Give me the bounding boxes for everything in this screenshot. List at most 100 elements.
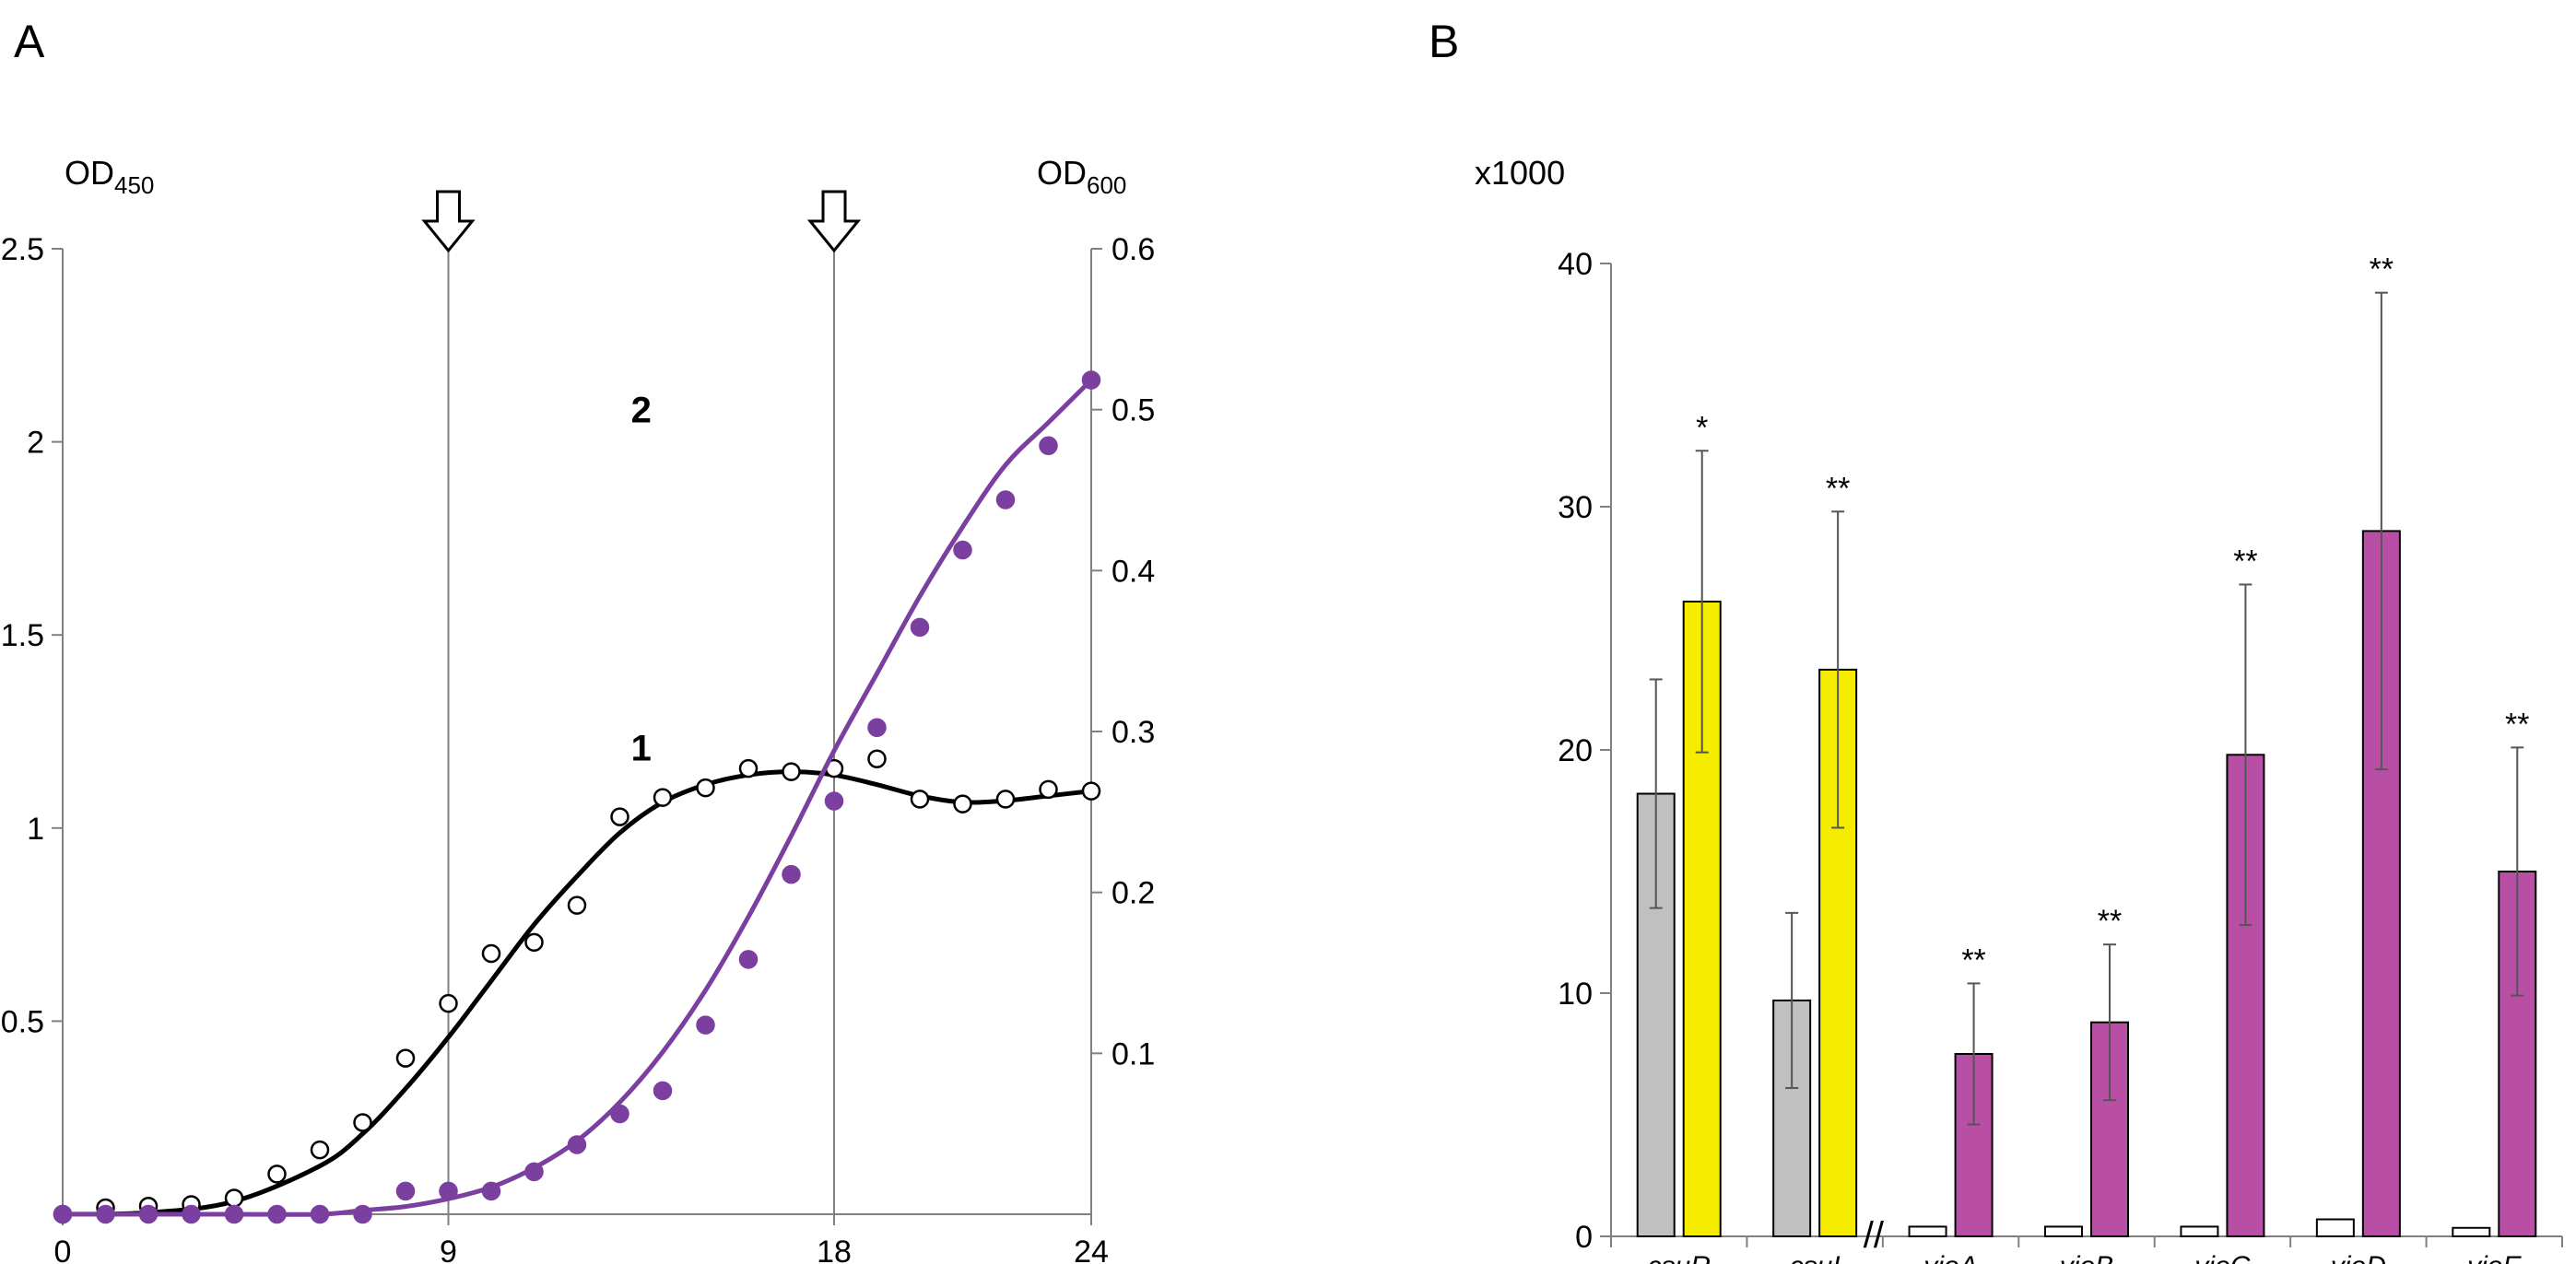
data-point-1 xyxy=(1081,781,1101,801)
data-point-1 xyxy=(953,794,972,813)
data-point-1 xyxy=(310,1140,330,1160)
data-point-2 xyxy=(138,1204,159,1224)
data-point-2 xyxy=(224,1204,244,1224)
panel-label-a: A xyxy=(14,16,45,67)
data-point-1 xyxy=(653,788,673,807)
data-point-2 xyxy=(653,1081,673,1101)
data-point-2 xyxy=(867,718,887,738)
curve-label-1: 1 xyxy=(631,728,652,768)
left-tick-label: 1 xyxy=(27,812,44,847)
data-point-2 xyxy=(910,617,930,638)
data-point-1 xyxy=(224,1188,244,1208)
significance-label: ** xyxy=(2370,252,2394,287)
category-label: vioC xyxy=(2194,1251,2250,1264)
data-point-2 xyxy=(310,1204,330,1224)
control-bar-vioA xyxy=(1908,1225,1947,1237)
data-point-2 xyxy=(610,1104,629,1124)
axis-break-mark: // xyxy=(1864,1215,1885,1256)
significance-label: ** xyxy=(2505,707,2529,742)
data-point-1 xyxy=(910,790,930,809)
right-tick-label: 0.1 xyxy=(1112,1036,1155,1071)
data-point-1 xyxy=(738,758,759,778)
data-point-2 xyxy=(1039,436,1058,456)
data-point-1 xyxy=(524,932,544,953)
data-point-1 xyxy=(267,1165,287,1184)
data-point-2 xyxy=(696,1015,715,1035)
x-tick-label: 24 xyxy=(1074,1235,1109,1264)
data-point-2 xyxy=(995,490,1016,509)
data-point-1 xyxy=(353,1113,372,1132)
data-point-2 xyxy=(738,950,759,969)
data-point-2 xyxy=(53,1204,73,1224)
data-point-2 xyxy=(524,1162,544,1182)
data-point-1 xyxy=(696,778,715,798)
data-point-2 xyxy=(439,1181,458,1201)
expression-bar-chart: x1000 0 10 20 30 40 * csuR ** csuI ** vioA ** vioB **… xyxy=(1475,154,2563,1264)
left-axis-title: OD450 xyxy=(65,154,154,199)
bar-ylabel: x1000 xyxy=(1475,154,1565,192)
left-tick-label: 0.5 xyxy=(1,1004,44,1039)
fit-curve-2 xyxy=(62,378,1093,1217)
bar-y-tick-label: 10 xyxy=(1558,977,1593,1012)
category-label: csuR xyxy=(1648,1251,1711,1264)
data-point-2 xyxy=(96,1204,115,1224)
bar-y-tick-label: 30 xyxy=(1558,490,1593,525)
left-tick-label: 1.5 xyxy=(1,618,44,653)
category-label: csuI xyxy=(1790,1251,1841,1264)
data-point-2 xyxy=(782,864,801,884)
significance-label: ** xyxy=(1961,942,1985,977)
data-point-2 xyxy=(1081,370,1101,390)
left-tick-label: 2.5 xyxy=(1,232,44,267)
growth-chart: OD450 OD600 0.5 1 1.5 2 2.5 0.1 0.2 0.3 0.4 0.5 0.… xyxy=(1,154,1156,1264)
data-point-1 xyxy=(995,790,1016,809)
data-point-1 xyxy=(567,895,587,915)
x-tick-label: 18 xyxy=(817,1235,852,1264)
right-axis-title: OD600 xyxy=(1037,154,1126,199)
data-point-2 xyxy=(182,1204,201,1224)
data-point-1 xyxy=(395,1048,416,1068)
data-point-1 xyxy=(867,749,887,768)
category-label: vioA xyxy=(1923,1251,1977,1264)
fit-curve-1 xyxy=(62,769,1092,1217)
category-label: vioD xyxy=(2331,1251,2386,1264)
control-bar-vioC xyxy=(2180,1225,2219,1237)
curve-label-2: 2 xyxy=(631,391,652,431)
data-point-2 xyxy=(353,1204,372,1224)
bar-y-tick-label: 40 xyxy=(1558,247,1593,282)
category-label: vioB xyxy=(2060,1251,2113,1264)
category-label: vioE xyxy=(2467,1251,2522,1264)
down-arrow-icon xyxy=(806,190,862,253)
down-arrow-icon xyxy=(421,190,476,253)
data-point-2 xyxy=(395,1181,416,1201)
right-tick-label: 0.4 xyxy=(1112,554,1155,589)
data-point-2 xyxy=(824,791,844,811)
left-tick-label: 2 xyxy=(27,426,44,461)
right-tick-label: 0.6 xyxy=(1112,232,1155,267)
right-tick-label: 0.3 xyxy=(1112,715,1155,750)
data-point-1 xyxy=(1039,779,1058,800)
significance-label: * xyxy=(1696,410,1708,445)
bar-y-tick-label: 20 xyxy=(1558,733,1593,768)
right-tick-label: 0.5 xyxy=(1112,393,1155,428)
data-point-2 xyxy=(267,1204,287,1224)
data-point-1 xyxy=(481,943,501,964)
data-point-1 xyxy=(439,993,458,1013)
data-point-2 xyxy=(567,1135,587,1154)
significance-label: ** xyxy=(2233,544,2257,579)
right-tick-label: 0.2 xyxy=(1112,876,1155,911)
significance-label: ** xyxy=(2098,904,2122,939)
data-point-1 xyxy=(782,762,801,781)
data-point-2 xyxy=(481,1181,501,1201)
x-tick-label: 9 xyxy=(440,1235,457,1264)
bar-y-tick-label: 0 xyxy=(1575,1220,1593,1255)
control-bar-vioE xyxy=(2452,1226,2491,1238)
control-bar-vioD xyxy=(2315,1218,2355,1238)
data-point-1 xyxy=(610,807,629,826)
x-tick-label: 0 xyxy=(54,1235,72,1264)
panel-label-b: B xyxy=(1429,16,1459,67)
control-bar-csuR xyxy=(1636,792,1676,1238)
control-bar-vioB xyxy=(2044,1225,2083,1237)
data-point-2 xyxy=(953,540,972,560)
significance-label: ** xyxy=(1826,471,1850,506)
